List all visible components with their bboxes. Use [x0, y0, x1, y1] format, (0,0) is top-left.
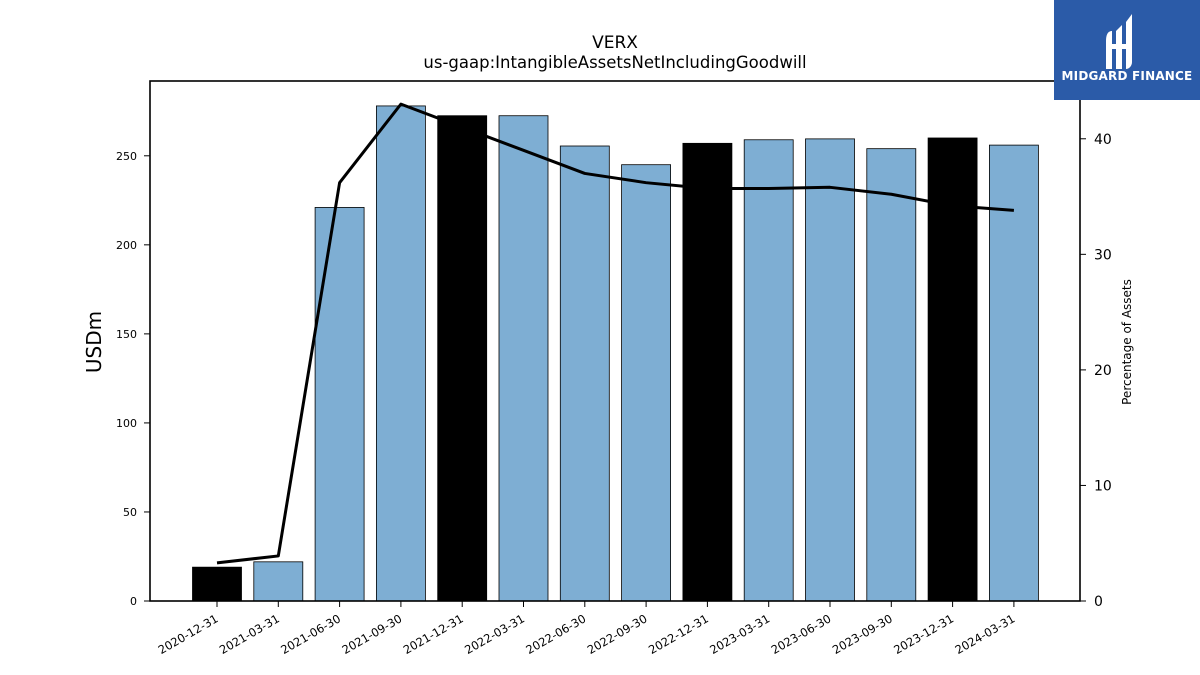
bar-2021-03-31	[253, 561, 304, 602]
bar-2022-09-30	[621, 164, 671, 602]
bar-2022-03-31	[498, 115, 549, 602]
bar-2022-06-30	[559, 145, 610, 602]
bar-2023-12-31	[927, 137, 978, 602]
logo-text: MIDGARD FINANCE	[1061, 69, 1193, 83]
y2-axis-label: Percentage of Assets	[1120, 279, 1134, 405]
midgard-finance-logo: MIDGARD FINANCE	[1054, 0, 1200, 100]
y-tick-label: 250	[116, 150, 137, 163]
x-tick-label: 2022-12-31	[646, 611, 711, 657]
x-tick-label: 2024-03-31	[953, 611, 1018, 657]
y2-axis-ticks: 0 10 20 30 40	[1080, 132, 1112, 610]
x-axis-ticks: 2020-12-312021-03-312021-06-302021-09-30…	[156, 601, 1018, 657]
y2-tick-label: 30	[1094, 247, 1112, 263]
x-tick-label: 2023-06-30	[769, 611, 834, 657]
x-tick-label: 2023-03-31	[707, 611, 772, 657]
bar-2023-06-30	[805, 138, 855, 602]
y-tick-label: 150	[116, 328, 137, 341]
bars	[192, 105, 1039, 602]
y2-tick-label: 40	[1094, 132, 1112, 148]
x-tick-label: 2022-06-30	[523, 611, 588, 657]
x-tick-label: 2022-09-30	[585, 611, 650, 657]
y-tick-label: 0	[130, 595, 137, 608]
y-tick-label: 200	[116, 239, 137, 252]
chart-title: VERX	[592, 33, 638, 53]
y-tick-label: 50	[123, 506, 137, 519]
x-tick-label: 2022-03-31	[462, 611, 527, 657]
bar-2022-12-31	[682, 142, 733, 602]
bar-2024-03-31	[989, 144, 1039, 602]
y2-tick-label: 0	[1094, 594, 1103, 610]
x-tick-label: 2021-09-30	[340, 611, 405, 657]
x-tick-label: 2020-12-31	[156, 611, 221, 657]
y-axis-ticks: 0 50 100 150 200 250	[116, 150, 150, 608]
bar-2021-09-30	[375, 105, 426, 602]
bar-2020-12-31	[192, 566, 242, 602]
bar-2023-03-31	[743, 139, 794, 602]
x-tick-label: 2021-06-30	[278, 611, 343, 657]
y2-tick-label: 10	[1094, 478, 1112, 494]
chart-subtitle: us-gaap:IntangibleAssetsNetIncludingGood…	[423, 53, 806, 72]
x-tick-label: 2021-03-31	[217, 611, 282, 657]
y-tick-label: 100	[116, 417, 137, 430]
x-tick-label: 2023-09-30	[830, 611, 895, 657]
bar-2023-09-30	[866, 148, 917, 602]
x-tick-label: 2021-12-31	[401, 611, 466, 657]
plot-frame	[149, 80, 1081, 602]
bar-2021-06-30	[314, 207, 365, 602]
x-tick-label: 2023-12-31	[891, 611, 956, 657]
percentage-line	[216, 102, 1015, 565]
y2-tick-label: 20	[1094, 363, 1112, 379]
y-axis-label: USDm	[82, 311, 106, 373]
bar-2021-12-31	[437, 115, 488, 602]
logo-mark-icon	[1106, 14, 1132, 69]
